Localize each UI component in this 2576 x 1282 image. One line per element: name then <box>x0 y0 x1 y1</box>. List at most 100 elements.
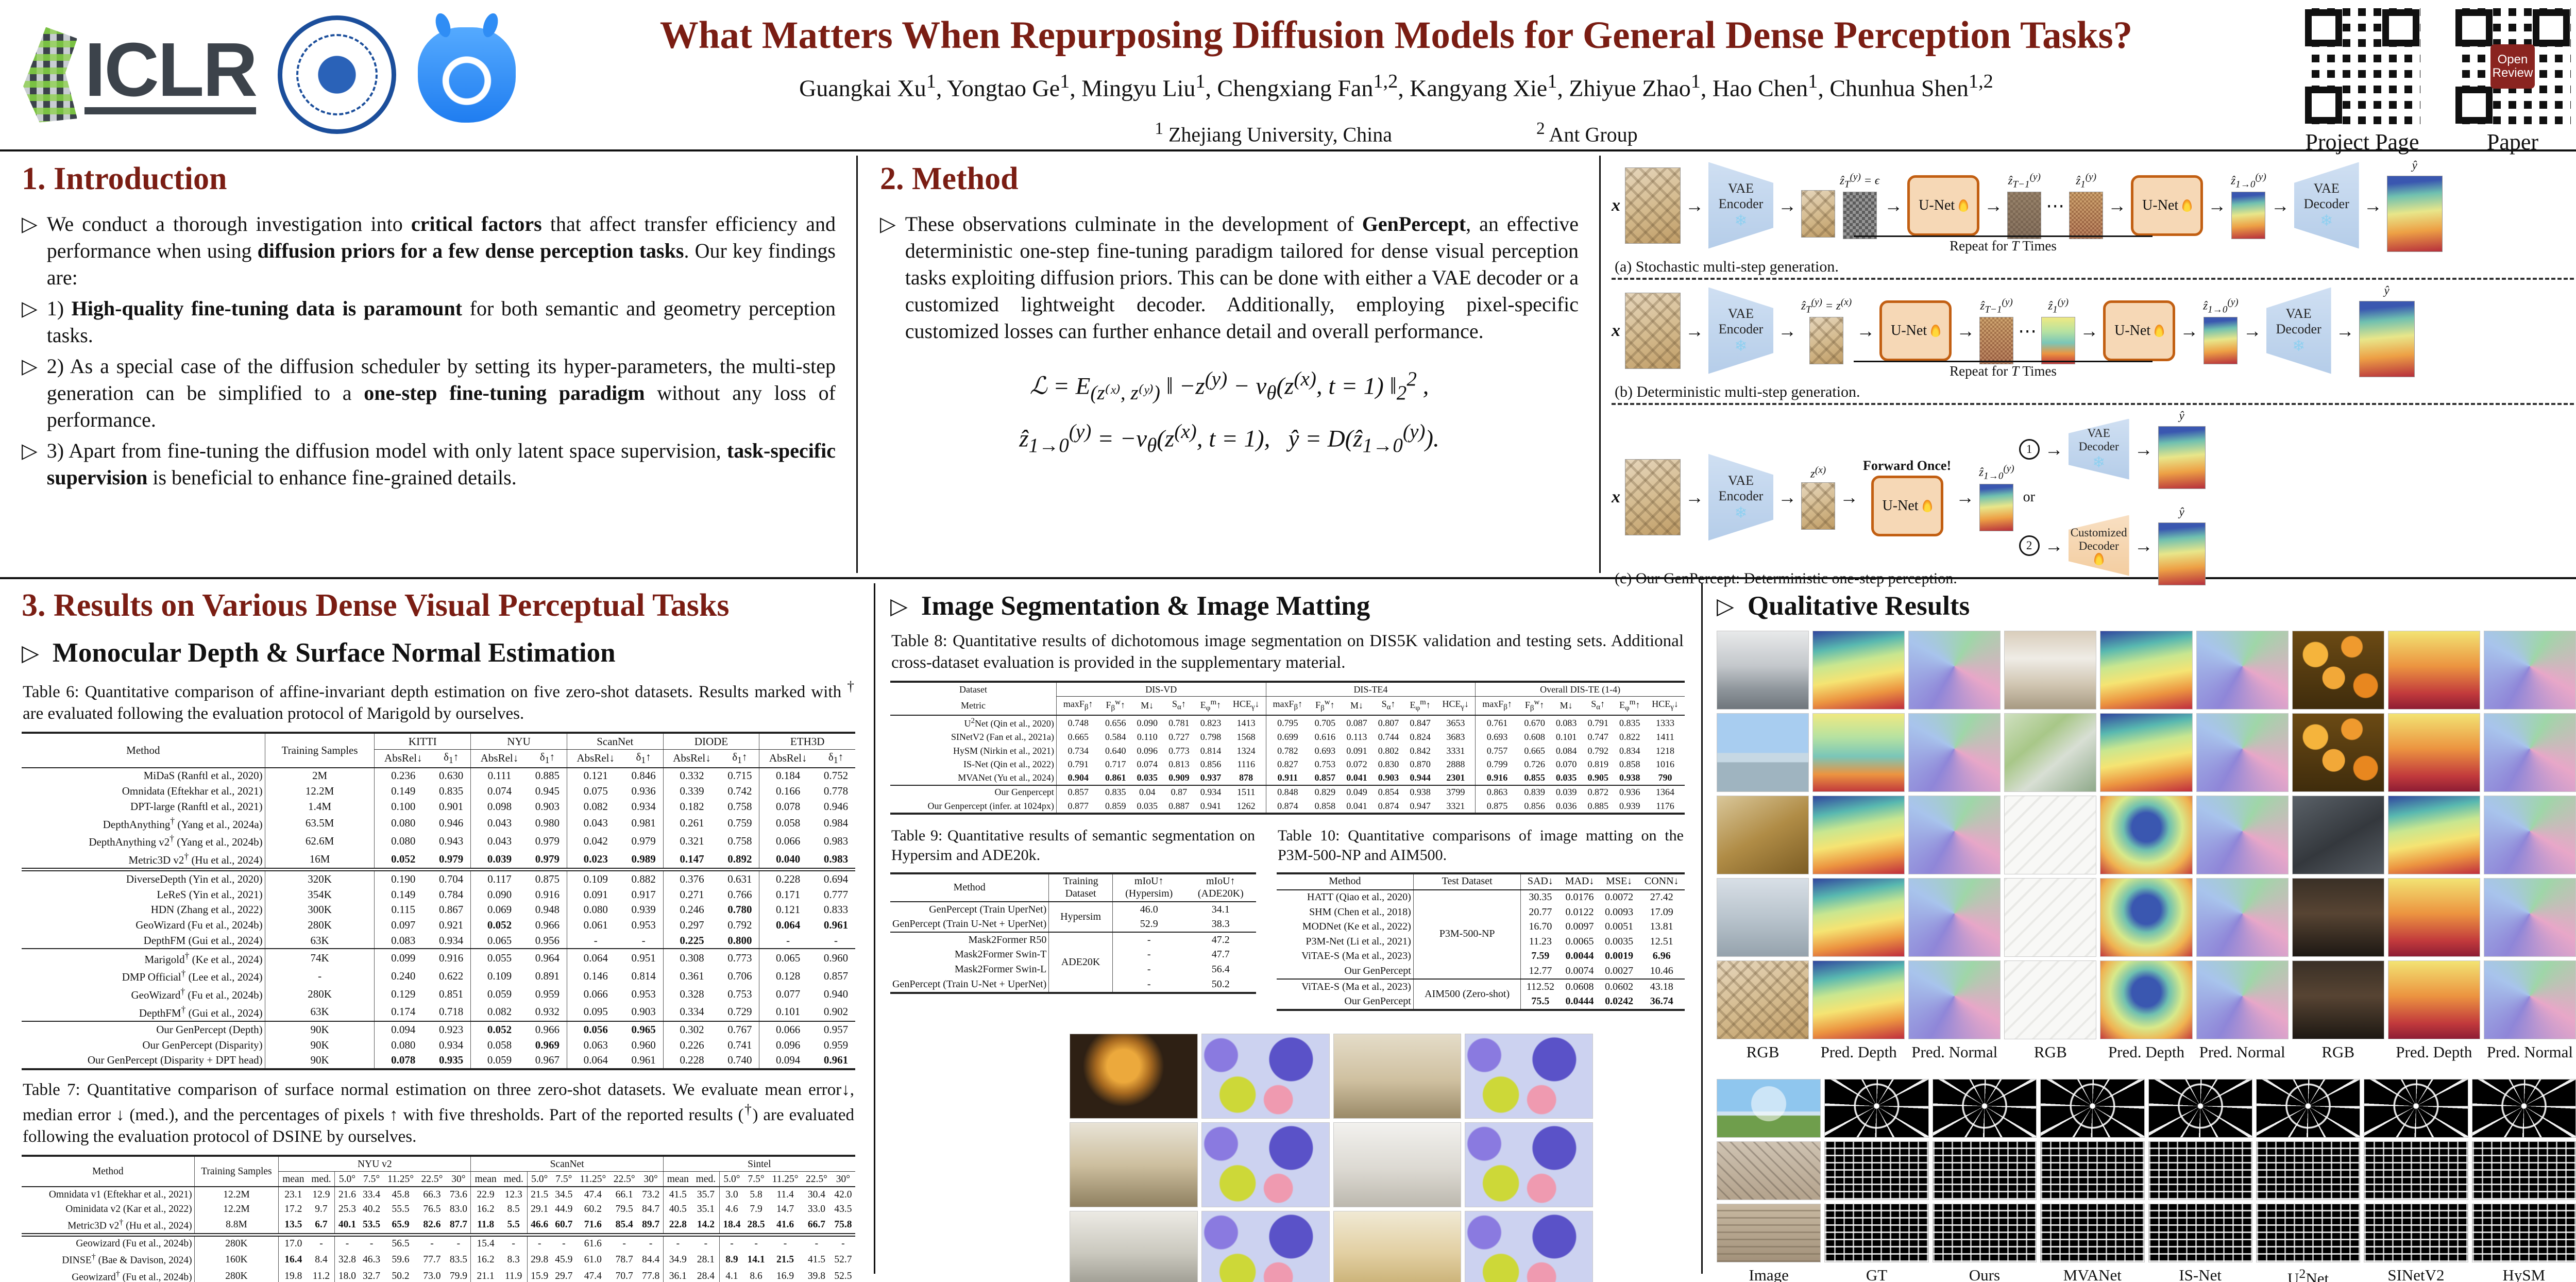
table-cell: 17.09 <box>1650 906 1673 918</box>
table-cell: 11.2 <box>312 1271 330 1282</box>
noisy-latent-thumb <box>2007 192 2042 240</box>
table-cell: 0.100 <box>374 799 432 815</box>
bullet-item: ▷ 2) As a special case of the diffusion s… <box>22 353 836 433</box>
table-cell: 0.784 <box>439 888 464 901</box>
project-page-qr-code <box>2304 8 2420 125</box>
vae-encoder-label: VAE Encoder <box>1718 306 1764 336</box>
table-row: Our GenPercept 12.77 0.0074 0.0027 10.46 <box>1277 964 1685 980</box>
table-cell: 0.0051 <box>1605 921 1634 933</box>
method-section: 2. Method ▷ These observations culminate … <box>880 161 1579 473</box>
table-cell: 0.665 <box>1524 745 1545 756</box>
table-cell: 0.791 <box>1056 757 1100 771</box>
table-cell: 0.0602 <box>1599 979 1639 994</box>
table-cell: 1333 <box>1656 717 1675 728</box>
table-cell: 17.2 <box>278 1202 308 1217</box>
table-cell: 3331 <box>1446 745 1465 756</box>
table-cell: Ominidata v2 (Kar et al., 2022) <box>65 1203 192 1214</box>
classroom-thumb <box>1070 1211 1198 1282</box>
table-cell: 0.814 <box>631 969 656 982</box>
table-cell: 0.940 <box>823 987 849 1000</box>
table-cell: 0.903 <box>535 800 560 813</box>
gallery-label: Pred. Depth <box>1820 1043 1897 1061</box>
table-cell: 40.2 <box>363 1203 381 1214</box>
table-cell: 160K <box>194 1251 279 1268</box>
z-1-label: ẑ1(y) <box>2076 171 2097 190</box>
ant-group-logo <box>418 27 516 123</box>
table-cell: 0.944 <box>1410 772 1431 783</box>
table-cell: 0.184 <box>759 767 817 784</box>
table-cell: 4.6 <box>719 1202 744 1217</box>
figure-panel-a: x → VAE Encoder ❄ → ẑT(y) = ϵ → <box>1612 155 2576 280</box>
table-cell: 0.109 <box>470 967 528 985</box>
table-cell: 0.87 <box>1163 784 1195 800</box>
table-cell: 0.128 <box>759 967 817 985</box>
table-cell: 0.052 <box>374 850 432 870</box>
loss-formula: ℒ = E(z⁽ˣ⁾, z⁽ʸ⁾) ‖ −z(y) − vθ(z(x), t =… <box>880 367 1579 457</box>
table-cell: - <box>834 934 838 947</box>
table-header-cell: Training Dataset <box>1048 873 1113 902</box>
table-cell: 0.965 <box>624 1021 664 1037</box>
table-cell: 1116 <box>1237 758 1256 769</box>
table-cell: 89.7 <box>642 1219 660 1230</box>
table-cell: - <box>831 1233 855 1251</box>
paper-qr-block: Open Review Paper <box>2454 8 2571 155</box>
table-cell: 0.072 <box>1346 758 1367 769</box>
table-cell: 12.3 <box>504 1189 522 1200</box>
bullet-arrow-icon: ▷ <box>22 439 38 462</box>
table-cell: MiDaS (Ranftl et al., 2020) <box>143 769 263 782</box>
table-cell: 0.608 <box>1524 732 1545 743</box>
sketch-thumb <box>2004 796 2097 874</box>
table-cell: 0.753 <box>1314 758 1336 769</box>
arrow-icon: → <box>2108 195 2127 216</box>
denoised-latent-thumb <box>2069 192 2104 240</box>
gallery-label: Pred. Depth <box>2108 1043 2185 1061</box>
gallery-label-row: Image GT Ours MVANet IS-Net U2Net SINetV2 HySM <box>1717 1266 2576 1282</box>
table-header-cell: AbsRel↓ <box>759 749 817 768</box>
table-cell: 0.361 <box>663 967 721 985</box>
table-cell: 0.091 <box>566 887 624 902</box>
table8: Dataset DIS-VD DIS-TE4 Overall DIS-TE (1-4)… <box>890 681 1685 815</box>
table-cell: 18.4 <box>719 1216 744 1235</box>
arrow-icon: → <box>1778 195 1797 216</box>
table-cell: MODNet (Ke et al., 2022) <box>1302 921 1411 933</box>
table-row: MODNet (Ke et al., 2022) 16.70 0.0097 0.005… <box>1277 919 1685 935</box>
table-cell: Our Genpercept <box>890 784 1057 800</box>
table-cell: Our GenPercept <box>1344 965 1411 976</box>
table-cell: 0.101 <box>1555 732 1577 743</box>
gallery-label: Pred. Normal <box>2486 1043 2573 1061</box>
table-cell: U2Net (Qin et al., 2020) <box>964 717 1054 729</box>
depth-thumb <box>2387 796 2480 874</box>
table-cell: 0.0242 <box>1605 996 1634 1007</box>
normal-thumb <box>1908 878 2001 957</box>
unet-block: U-Net <box>1907 175 1980 236</box>
unet-label: U-Net <box>2142 197 2179 213</box>
table-cell: 3683 <box>1446 732 1465 743</box>
table-cell: 0.190 <box>374 868 432 887</box>
table-cell: 0.080 <box>374 814 432 832</box>
qr-finder-icon <box>2382 9 2419 46</box>
table-cell: 39.8 <box>807 1271 825 1282</box>
table-cell: 0.835 <box>1099 784 1132 800</box>
table-cell: 0.752 <box>823 769 849 782</box>
table-cell: 280K <box>194 1268 279 1282</box>
normal-thumb <box>2196 960 2289 1039</box>
table-cell: 6.7 <box>315 1219 328 1230</box>
output-latent-thumb <box>2204 317 2238 365</box>
unet-label: U-Net <box>1891 322 1927 339</box>
table-cell: 0.077 <box>759 985 817 1003</box>
table-cell: 0.0176 <box>1565 891 1594 903</box>
table-cell: 40.5 <box>663 1202 692 1217</box>
table-cell: 280K <box>194 1233 279 1251</box>
table-cell: 47.4 <box>584 1271 602 1282</box>
column-divider <box>856 156 858 573</box>
table-cell: 0.979 <box>439 852 464 865</box>
decoder-branch: 1 → VAE Decoder ❄ → ŷ or <box>2019 409 2206 585</box>
depth-subheading: ▷ Monocular Depth & Surface Normal Estim… <box>22 638 616 668</box>
table-cell: GenPercept (Train U-Net + UperNet) <box>892 978 1047 990</box>
seg-thumb <box>1201 1034 1330 1119</box>
table-cell: 77.7 <box>423 1254 441 1265</box>
table-cell: DiverseDepth (Yin et al., 2020) <box>22 868 265 887</box>
table-cell: 53.5 <box>363 1219 381 1230</box>
table-cell: 0.080 <box>374 1037 432 1053</box>
table-row: LeReS (Yin et al., 2021) 354K 0.149 0.784 0.… <box>22 887 855 902</box>
